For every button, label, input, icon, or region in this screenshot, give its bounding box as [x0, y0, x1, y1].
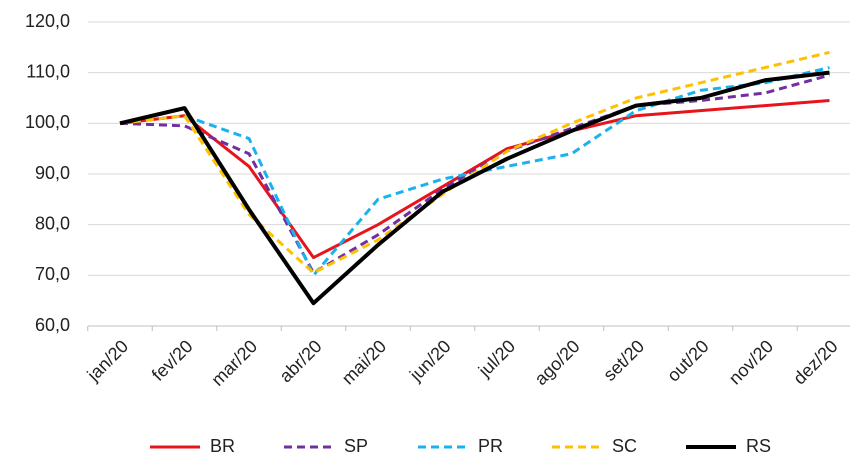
y-tick-label: 110,0: [26, 61, 70, 81]
y-tick-label: 70,0: [35, 264, 70, 284]
legend-label: SC: [612, 436, 637, 456]
y-tick-label: 90,0: [35, 163, 70, 183]
x-tick-label: jan/20: [83, 336, 133, 386]
series-line: [119, 50, 830, 275]
x-tick-label: mai/20: [338, 336, 390, 388]
y-tick-label: 60,0: [35, 315, 70, 335]
x-tick-label: fev/20: [148, 336, 197, 385]
series-line: [119, 99, 830, 260]
x-tick-label: out/20: [663, 336, 713, 386]
x-tick-label: abr/20: [275, 336, 325, 386]
x-tick-label: jul/20: [474, 336, 519, 381]
legend-label: SP: [344, 436, 368, 456]
x-tick-label: dez/20: [789, 336, 841, 388]
x-tick-label: set/20: [599, 336, 648, 385]
x-tick-label: jun/20: [405, 336, 455, 386]
legend-label: RS: [746, 436, 771, 456]
x-tick-label: nov/20: [725, 336, 777, 388]
series-line: [119, 70, 830, 306]
series-line: [119, 73, 830, 275]
legend-label: PR: [478, 436, 503, 456]
y-tick-label: 80,0: [35, 213, 70, 233]
y-tick-label: 100,0: [25, 112, 70, 132]
x-tick-label: ago/20: [531, 336, 584, 389]
x-tick-label: mar/20: [207, 336, 261, 390]
y-tick-label: 120,0: [25, 11, 70, 31]
legend-label: BR: [210, 436, 235, 456]
